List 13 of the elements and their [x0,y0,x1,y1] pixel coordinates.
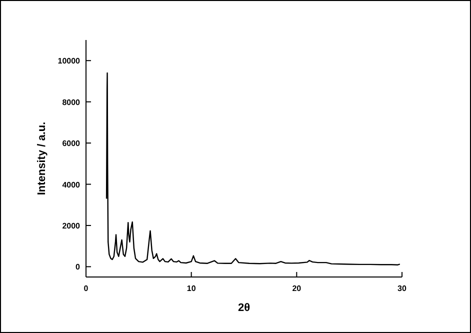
y-tick-label: 2000 [62,221,81,230]
x-axis-title: 2θ [238,302,250,314]
y-tick-label: 4000 [62,180,81,190]
x-tick-label: 20 [292,284,302,293]
x-tick-label: 0 [84,284,89,293]
line-series [106,72,400,266]
y-tick-label: 0 [76,262,81,272]
y-tick-label: 6000 [62,139,81,148]
x-tick-label: 30 [398,284,407,293]
x-tick-label: 10 [186,284,196,293]
y-tick-label: 10000 [58,56,81,66]
y-tick-label: 8000 [62,98,81,107]
y-axis-title: Intensity / a.u. [36,122,48,196]
